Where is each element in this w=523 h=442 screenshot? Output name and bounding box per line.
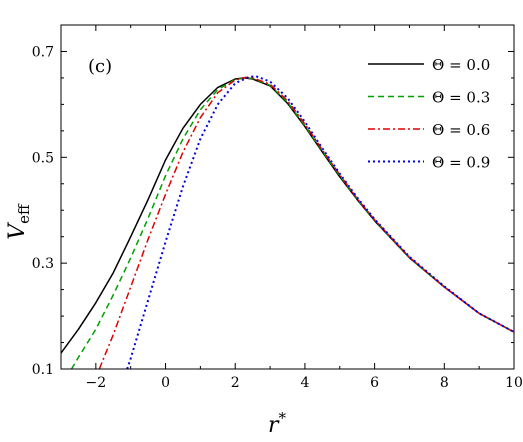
ticks-layer: −2 0 2 4 6 8 10 0.1 0.3 0.5 0.7: [32, 24, 523, 391]
x-axis-title: r*: [268, 409, 287, 438]
x-tick-label: 2: [231, 375, 240, 391]
x-tick-label: 4: [300, 375, 309, 391]
y-axis-title-main: V: [5, 222, 30, 240]
series-line-2: [98, 76, 514, 369]
legend-label-0: Θ = 0.0: [432, 56, 490, 74]
legend: Θ = 0.0 Θ = 0.3 Θ = 0.6 Θ = 0.9: [368, 56, 490, 172]
panel-label: (c): [88, 56, 112, 77]
x-axis-title-sup: *: [279, 409, 287, 427]
series-layer: [61, 75, 514, 369]
x-tick-label: 0: [161, 375, 170, 391]
y-tick-label: 0.7: [32, 44, 54, 60]
y-tick-label: 0.1: [32, 362, 54, 378]
y-tick-label: 0.5: [32, 150, 54, 166]
plot-frame: [60, 24, 515, 370]
x-tick-label: 8: [440, 375, 449, 391]
legend-label-3: Θ = 0.9: [432, 154, 490, 172]
y-axis-title: Veff: [5, 203, 33, 240]
y-axis-title-sub: eff: [15, 203, 33, 224]
y-tick-label: 0.3: [32, 256, 54, 272]
legend-label-1: Θ = 0.3: [432, 89, 490, 107]
x-axis-title-main: r: [268, 413, 280, 438]
x-tick-label: −2: [86, 375, 107, 391]
x-tick-label: 6: [370, 375, 379, 391]
x-tick-label: 10: [505, 375, 523, 391]
series-line-1: [70, 77, 514, 369]
legend-label-2: Θ = 0.6: [432, 121, 490, 139]
